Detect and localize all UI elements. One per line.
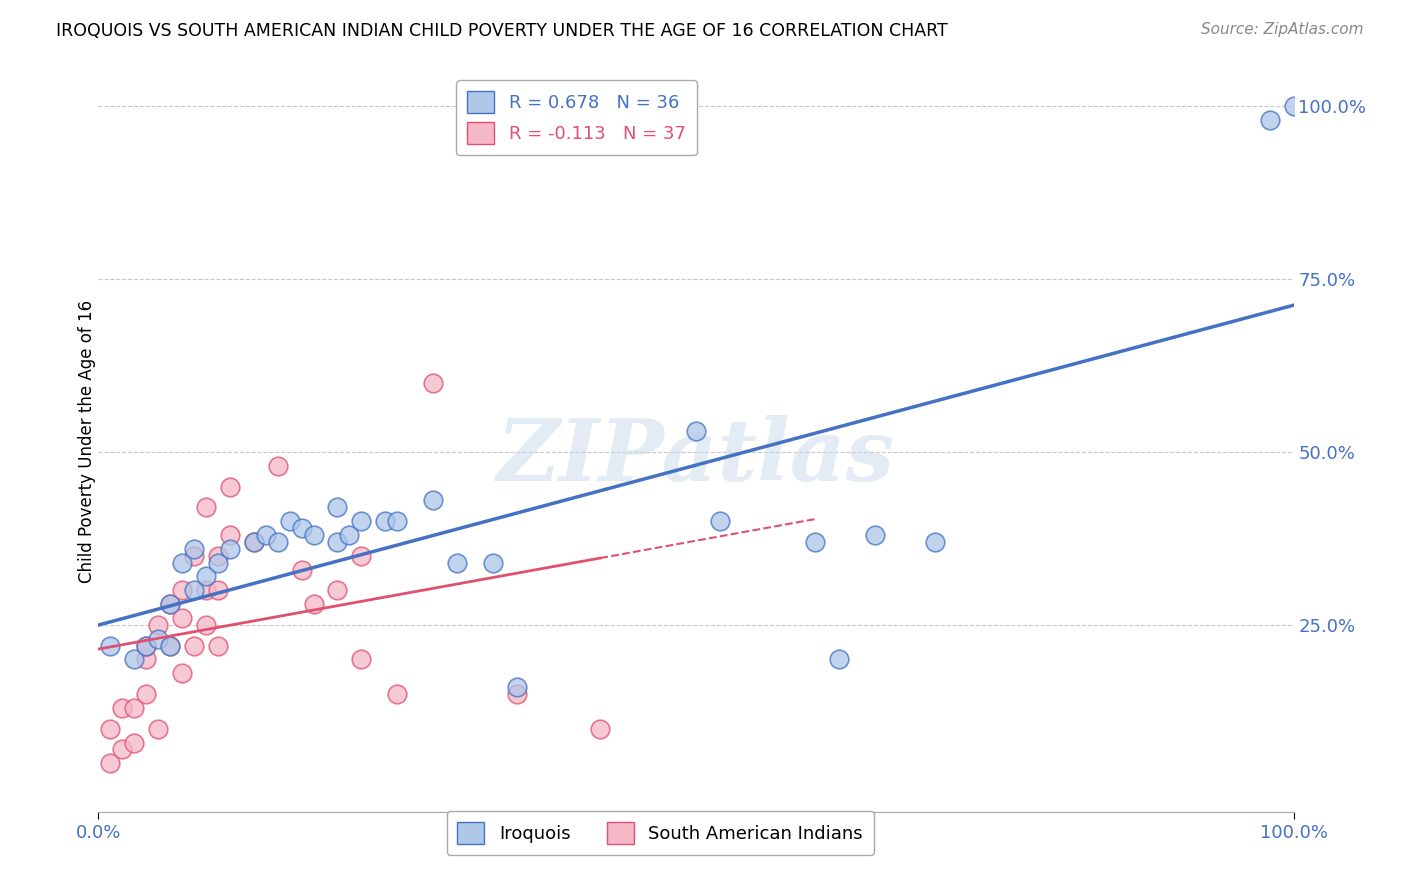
Point	[374, 514, 396, 528]
Point	[98, 639, 122, 653]
Point	[135, 639, 157, 653]
Point	[302, 528, 325, 542]
Point	[124, 701, 146, 715]
Point	[446, 556, 468, 570]
Point	[195, 583, 218, 598]
Point	[1282, 99, 1305, 113]
Point	[506, 687, 529, 701]
Point	[828, 652, 851, 666]
Point	[422, 376, 444, 390]
Point	[865, 528, 887, 542]
Point	[159, 597, 181, 611]
Point	[159, 639, 181, 653]
Point	[111, 742, 134, 756]
Point	[195, 500, 218, 515]
Point	[98, 756, 122, 771]
Point	[195, 569, 218, 583]
Point	[159, 639, 181, 653]
Point	[350, 514, 373, 528]
Point	[481, 556, 505, 570]
Text: ZIPatlas: ZIPatlas	[496, 415, 896, 498]
Point	[709, 514, 731, 528]
Point	[302, 597, 325, 611]
Point	[172, 666, 194, 681]
Point	[172, 611, 194, 625]
Point	[148, 632, 170, 646]
Point	[207, 639, 229, 653]
Point	[219, 479, 242, 493]
Point	[207, 556, 229, 570]
Point	[589, 722, 612, 736]
Point	[506, 680, 529, 694]
Point	[183, 541, 205, 556]
Point	[350, 549, 373, 563]
Point	[207, 583, 229, 598]
Point	[124, 735, 146, 749]
Point	[172, 556, 194, 570]
Point	[243, 534, 266, 549]
Point	[111, 701, 134, 715]
Point	[278, 514, 301, 528]
Point	[135, 687, 157, 701]
Y-axis label: Child Poverty Under the Age of 16: Child Poverty Under the Age of 16	[79, 300, 96, 583]
Point	[291, 563, 314, 577]
Point	[243, 534, 266, 549]
Point	[219, 541, 242, 556]
Text: IROQUOIS VS SOUTH AMERICAN INDIAN CHILD POVERTY UNDER THE AGE OF 16 CORRELATION : IROQUOIS VS SOUTH AMERICAN INDIAN CHILD …	[56, 22, 948, 40]
Point	[254, 528, 277, 542]
Point	[326, 583, 349, 598]
Point	[148, 722, 170, 736]
Point	[339, 528, 361, 542]
Legend: Iroquois, South American Indians: Iroquois, South American Indians	[447, 811, 873, 855]
Text: Source: ZipAtlas.com: Source: ZipAtlas.com	[1201, 22, 1364, 37]
Point	[98, 722, 122, 736]
Point	[291, 521, 314, 535]
Point	[1258, 112, 1281, 127]
Point	[172, 583, 194, 598]
Point	[804, 534, 827, 549]
Point	[135, 652, 157, 666]
Point	[183, 583, 205, 598]
Point	[148, 618, 170, 632]
Point	[267, 534, 290, 549]
Point	[350, 652, 373, 666]
Point	[159, 597, 181, 611]
Point	[183, 549, 205, 563]
Point	[135, 639, 157, 653]
Point	[219, 528, 242, 542]
Point	[924, 534, 946, 549]
Point	[385, 687, 409, 701]
Point	[195, 618, 218, 632]
Point	[385, 514, 409, 528]
Point	[685, 424, 707, 438]
Point	[326, 534, 349, 549]
Point	[267, 458, 290, 473]
Point	[326, 500, 349, 515]
Point	[422, 493, 444, 508]
Point	[207, 549, 229, 563]
Point	[124, 652, 146, 666]
Point	[183, 639, 205, 653]
